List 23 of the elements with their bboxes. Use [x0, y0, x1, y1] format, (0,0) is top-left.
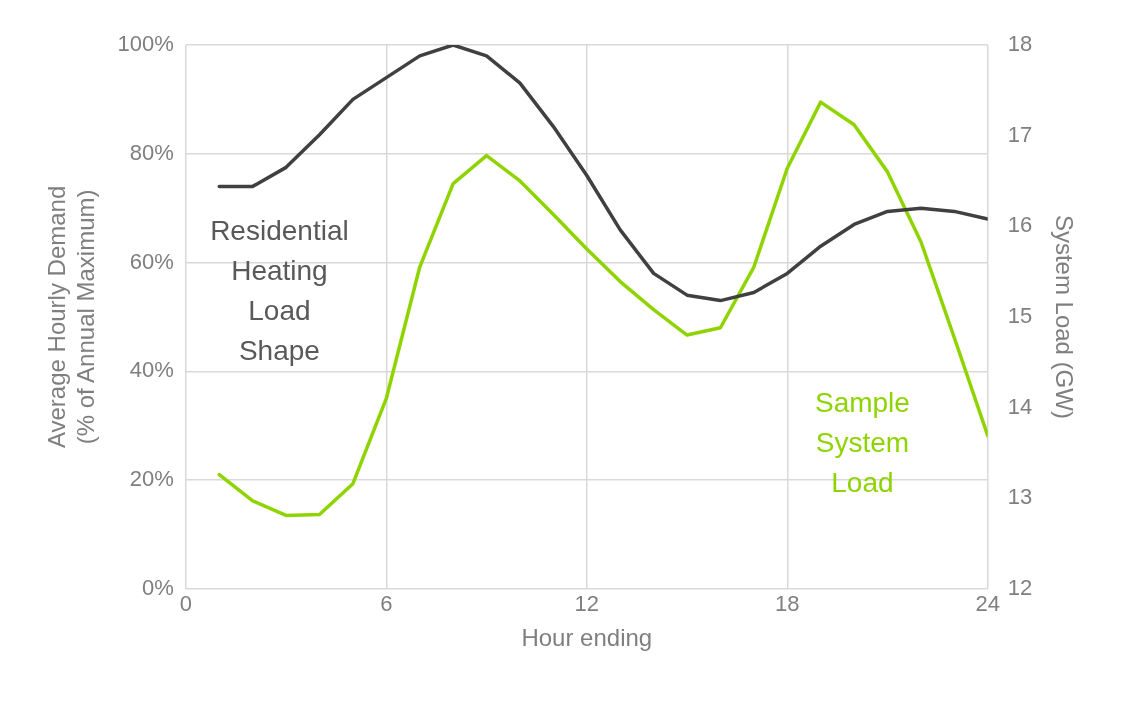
y2-tick-label: 14 — [1007, 393, 1033, 419]
y-tick-label: 80% — [129, 139, 174, 165]
y2-tick-label: 13 — [1007, 484, 1033, 510]
y2-tick-label: 12 — [1007, 574, 1033, 600]
y-tick-label: 40% — [129, 357, 174, 383]
y2-tick-label: 17 — [1007, 121, 1033, 147]
y-axis-title: Average Hourly Demand (% of Annual Maximum) — [43, 185, 99, 449]
x-tick-label: 6 — [380, 591, 393, 617]
text: Sample System Load — [814, 387, 910, 499]
y-tick-label: 0% — [142, 574, 174, 600]
y2-tick-label: 15 — [1007, 302, 1033, 328]
x-axis-title: Hour ending — [521, 624, 653, 652]
x-tick-label: 18 — [775, 591, 800, 617]
y2-tick-label: 16 — [1007, 212, 1033, 238]
x-tick-label: 12 — [574, 591, 600, 617]
y-tick-label: 100% — [117, 31, 174, 57]
y-tick-label: 20% — [129, 466, 174, 492]
series-label: Residential Heating Load Shape — [210, 215, 349, 367]
x-tick-label: 24 — [975, 591, 1000, 617]
y2-axis-title: System Load (GW) — [1050, 214, 1078, 419]
y2-tick-label: 18 — [1007, 31, 1033, 57]
x-tick-label: 0 — [179, 591, 192, 617]
y-tick-label: 60% — [129, 248, 174, 274]
